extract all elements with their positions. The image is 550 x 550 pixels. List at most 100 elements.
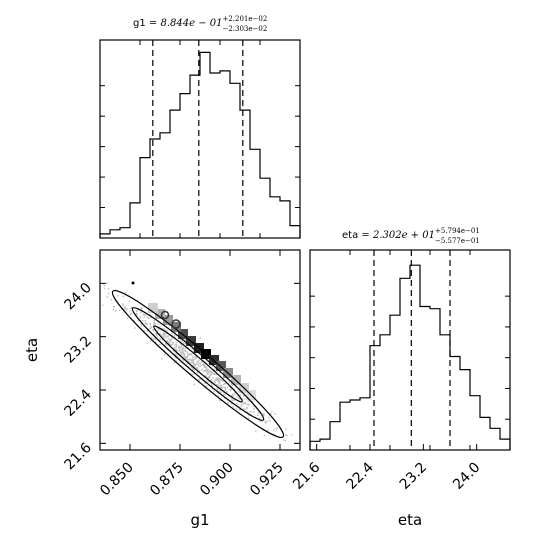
sample-point	[236, 396, 238, 398]
sample-point	[239, 406, 241, 409]
sample-point	[153, 321, 156, 323]
sample-point	[198, 362, 200, 364]
sample-point	[205, 361, 207, 363]
sample-point	[228, 381, 231, 383]
sample-point	[167, 336, 169, 338]
sample-point	[191, 359, 193, 361]
sample-point	[34, 208, 35, 209]
sample-point	[227, 386, 229, 389]
sample-point	[194, 364, 196, 366]
title-value-g1: 8.844e − 01	[160, 18, 223, 29]
sample-point	[173, 347, 176, 349]
sample-point	[126, 308, 128, 310]
sample-point	[219, 379, 222, 381]
sample-point	[169, 344, 171, 346]
sample-point	[153, 319, 155, 322]
sample-point	[189, 353, 191, 355]
sample-point	[172, 342, 174, 344]
sample-point	[216, 378, 219, 381]
sample-point	[216, 377, 218, 380]
sample-point	[159, 338, 161, 340]
sample-point	[143, 330, 146, 332]
eta-histogram-bin	[340, 402, 350, 450]
sample-point	[273, 433, 275, 435]
sample-point	[198, 374, 200, 377]
sample-point	[144, 322, 146, 324]
title-lower-error-eta: −5.577e−01	[434, 237, 480, 245]
sample-point	[171, 334, 173, 337]
joint-frame	[99, 249, 301, 451]
sample-point	[209, 370, 211, 372]
sample-point	[181, 358, 184, 360]
sample-point	[144, 314, 147, 316]
sample-point	[175, 349, 177, 351]
eta-histogram-bin	[370, 346, 380, 450]
sample-point	[179, 339, 182, 342]
sample-point	[239, 409, 242, 411]
sample-point	[210, 380, 212, 382]
sample-point	[211, 379, 213, 381]
sample-point	[217, 392, 219, 394]
sample-point	[171, 343, 173, 346]
sample-point	[206, 379, 208, 381]
sample-point	[220, 387, 222, 389]
sample-point	[211, 371, 213, 373]
eta-histogram-bin	[330, 422, 340, 450]
sample-point	[231, 395, 233, 397]
sample-point	[145, 322, 148, 324]
sample-point	[191, 366, 193, 369]
eta-histogram-step-line	[309, 264, 511, 450]
sample-point	[208, 371, 210, 374]
sample-point	[234, 392, 236, 394]
sample-point	[209, 371, 212, 373]
sample-point	[207, 368, 209, 371]
sample-point	[231, 393, 234, 395]
sample-point	[201, 364, 204, 366]
sample-point	[198, 370, 200, 372]
sample-point	[226, 378, 228, 380]
sample-point	[146, 330, 148, 332]
sample-point	[163, 336, 165, 338]
sample-point	[212, 377, 214, 379]
sample-point	[183, 354, 185, 356]
sample-point	[265, 422, 267, 424]
sample-point	[142, 313, 144, 316]
sample-point	[183, 342, 185, 344]
sample-point	[192, 373, 194, 375]
sample-point	[211, 373, 213, 375]
sample-point	[163, 349, 165, 351]
sample-point	[239, 397, 241, 400]
sample-point	[215, 373, 217, 376]
sample-point	[182, 352, 185, 354]
sample-point	[259, 417, 261, 419]
eta-histogram-panel: 21.6 22.4 23.2 24.0	[290, 249, 511, 493]
sample-point	[155, 334, 157, 336]
sample-point	[243, 402, 245, 404]
sample-point	[140, 325, 143, 327]
sample-point	[158, 328, 160, 330]
sample-point	[148, 328, 150, 330]
sample-point	[173, 348, 176, 350]
sample-point	[290, 434, 293, 436]
sample-point	[164, 334, 166, 336]
sample-point	[218, 384, 220, 386]
contour-inner	[153, 325, 243, 403]
sample-point	[191, 353, 193, 355]
sample-point	[224, 389, 226, 391]
sample-point	[148, 317, 150, 320]
sample-point	[235, 408, 238, 410]
sample-point	[219, 382, 221, 384]
sample-point	[203, 370, 205, 373]
sample-point	[180, 351, 182, 353]
g1-histogram-bin	[230, 83, 240, 238]
sample-point	[166, 339, 168, 342]
sample-point	[186, 351, 188, 354]
sample-point	[213, 381, 215, 383]
sample-point	[203, 363, 205, 365]
sample-point	[149, 340, 152, 342]
sample-point	[106, 296, 108, 298]
g1-histogram-bin	[220, 71, 230, 238]
sample-point	[181, 353, 184, 355]
sample-point	[177, 356, 179, 359]
